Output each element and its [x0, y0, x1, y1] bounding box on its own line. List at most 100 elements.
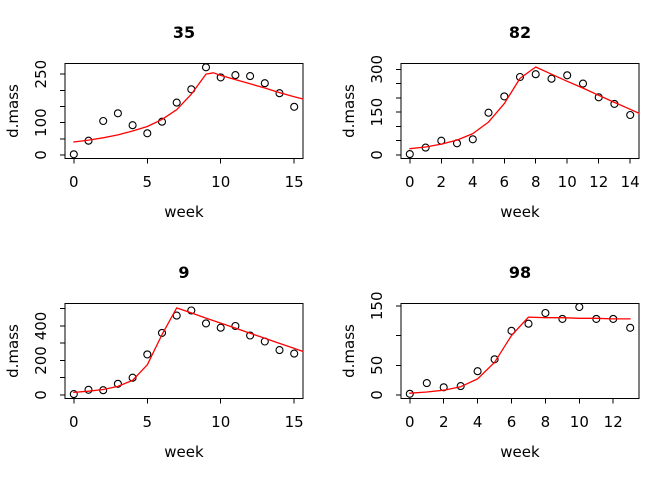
data-point [246, 331, 255, 340]
data-point [405, 389, 414, 398]
x-axis-label: week [164, 203, 204, 221]
x-tick-label: 0 [405, 413, 415, 431]
data-point [473, 367, 482, 376]
plot-box [400, 303, 640, 399]
fit-line [73, 307, 304, 394]
data-point [84, 385, 93, 394]
x-tick-label: 8 [531, 173, 541, 191]
data-point [201, 319, 211, 328]
data-point [558, 314, 567, 323]
x-tick-label: 0 [69, 413, 79, 431]
data-point [172, 98, 181, 107]
chart-svg-1: 82 0 2 4 6 8 10 12 14 0 150 300 week d.mass [340, 23, 640, 221]
data-point [69, 390, 78, 399]
x-tick-label: 15 [285, 173, 304, 191]
data-point [260, 79, 269, 88]
data-point [563, 71, 572, 80]
data-point [626, 323, 635, 332]
x-tick-label: 12 [589, 173, 608, 191]
data-point [99, 116, 108, 126]
x-axis-label: week [164, 443, 204, 461]
data-point [201, 63, 211, 72]
data-point [468, 135, 477, 144]
data-point [290, 102, 299, 111]
data-point [531, 70, 540, 79]
data-point [547, 74, 556, 83]
panel-bottom-right: 98 0 2 4 6 8 10 12 0 50 150 week d.mass [336, 240, 672, 480]
chart-svg-0: 35 0 5 10 15 0 100 250 week d.mass [4, 23, 304, 221]
panel-title: 35 [173, 23, 195, 42]
y-tick-label: 200 [32, 346, 50, 375]
x-tick-label: 5 [142, 413, 152, 431]
x-tick-label: 0 [69, 173, 79, 191]
x-tick-label: 10 [211, 173, 230, 191]
y-tick-label: 150 [368, 98, 386, 127]
data-point [541, 308, 550, 318]
y-tick-label: 150 [368, 291, 386, 320]
data-point [515, 72, 525, 82]
data-point [113, 109, 122, 118]
data-point [157, 328, 167, 337]
x-tick-label: 0 [405, 173, 415, 191]
data-point [216, 73, 225, 82]
data-point [231, 321, 240, 331]
y-axis-label: d.mass [340, 84, 358, 138]
x-tick-label: 12 [604, 413, 623, 431]
x-tick-label: 4 [473, 413, 483, 431]
y-tick-label: 0 [32, 390, 50, 400]
y-tick-label: 300 [368, 55, 386, 84]
fit-line [409, 66, 640, 150]
x-tick-label: 6 [507, 413, 517, 431]
panel-top-left: 35 0 5 10 15 0 100 250 week d.mass [0, 0, 336, 240]
y-tick-label: 100 [32, 108, 50, 137]
data-point [275, 346, 284, 355]
plot-box [64, 63, 304, 159]
data-point [500, 92, 509, 101]
y-tick-label: 0 [32, 150, 50, 160]
data-point [575, 302, 584, 312]
x-tick-label: 2 [439, 413, 449, 431]
x-tick-label: 8 [541, 413, 551, 431]
data-point [290, 349, 299, 358]
plot-box [400, 63, 640, 159]
data-point [187, 306, 196, 315]
y-axis-label: d.mass [4, 324, 22, 378]
data-point [231, 71, 240, 80]
panel-title: 82 [509, 23, 531, 42]
x-tick-label: 10 [558, 173, 577, 191]
panel-title: 9 [178, 263, 189, 282]
x-axis-label: week [500, 203, 540, 221]
x-tick-label: 15 [285, 413, 304, 431]
data-point [216, 323, 225, 332]
y-tick-label: 0 [368, 150, 386, 160]
data-point [456, 382, 465, 391]
data-point [113, 379, 122, 388]
data-point [626, 110, 635, 120]
data-point [246, 72, 255, 81]
x-tick-label: 6 [499, 173, 509, 191]
data-point [405, 150, 414, 159]
chart-svg-2: 9 0 5 10 15 0 200 400 week d.mass [4, 263, 304, 461]
data-point [578, 79, 588, 88]
chart-svg-3: 98 0 2 4 6 8 10 12 0 50 150 week d.mass [340, 263, 640, 461]
x-tick-label: 10 [211, 413, 230, 431]
fit-line [409, 316, 631, 394]
x-tick-label: 5 [142, 173, 152, 191]
x-tick-label: 2 [437, 173, 447, 191]
y-axis-label: d.mass [4, 84, 22, 138]
y-tick-label: 250 [32, 60, 50, 89]
panel-bottom-left: 9 0 5 10 15 0 200 400 week d.mass [0, 240, 336, 480]
y-axis-label: d.mass [340, 324, 358, 378]
x-tick-label: 10 [570, 413, 589, 431]
x-tick-label: 4 [468, 173, 478, 191]
data-point [422, 379, 431, 388]
data-point [524, 319, 533, 328]
y-tick-label: 0 [368, 390, 386, 400]
data-point [143, 129, 152, 138]
data-point [484, 108, 493, 117]
x-axis-label: week [500, 443, 540, 461]
data-point [128, 121, 137, 130]
plot-box [64, 303, 304, 399]
